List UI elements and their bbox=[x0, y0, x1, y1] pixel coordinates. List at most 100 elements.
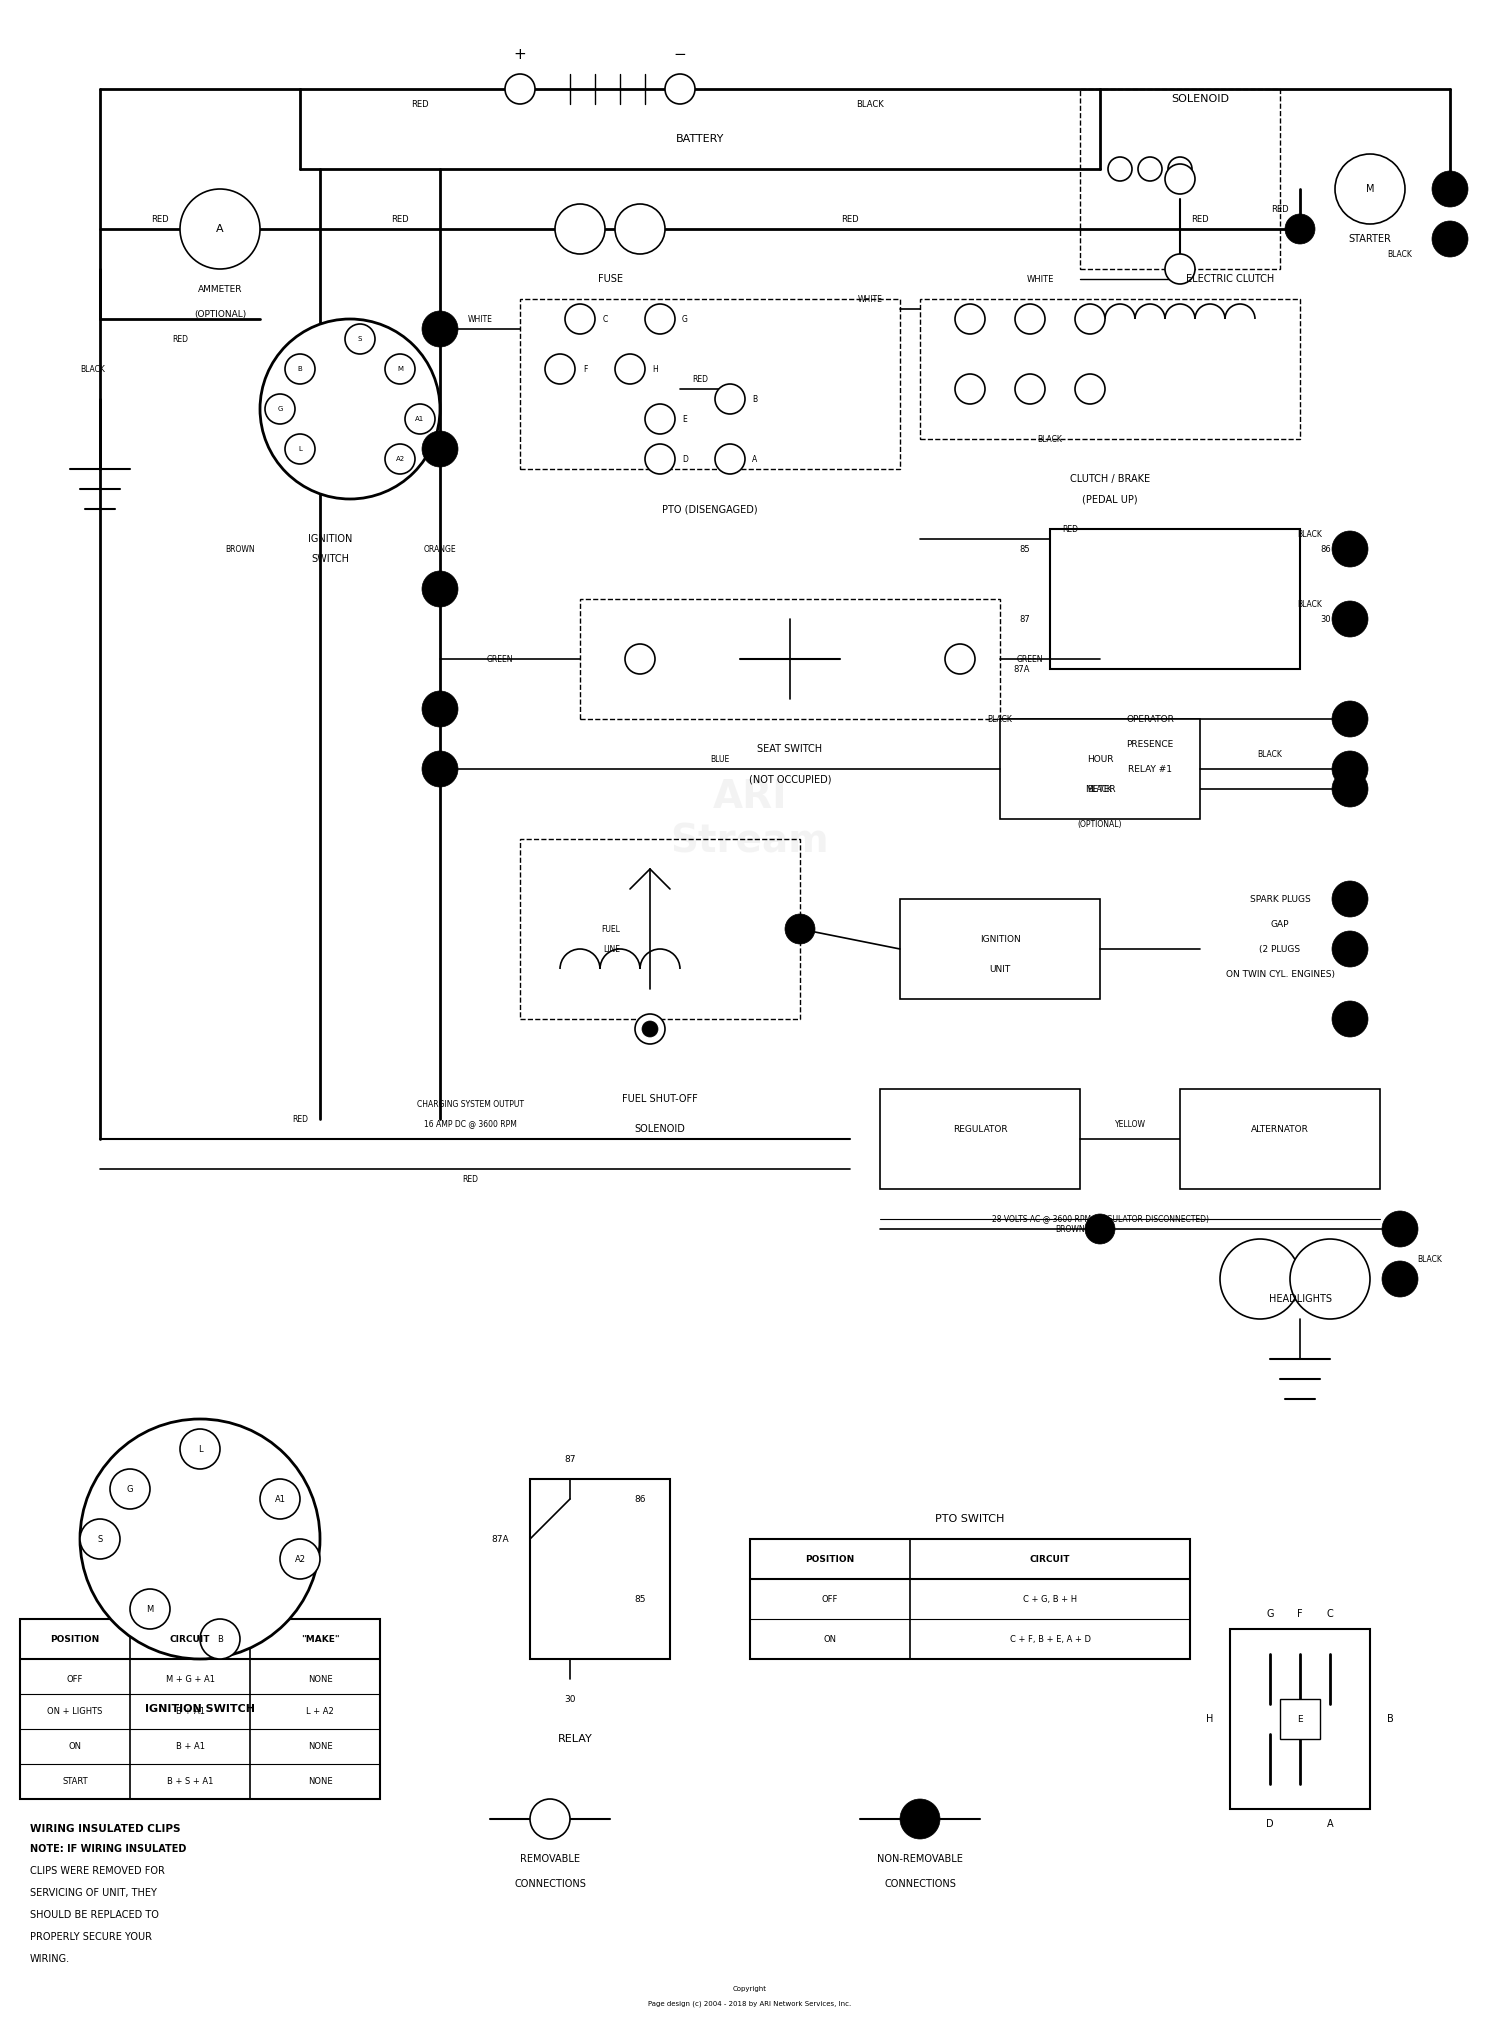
Text: 87A: 87A bbox=[490, 1534, 508, 1543]
Text: 87: 87 bbox=[1020, 614, 1031, 624]
Text: ORANGE: ORANGE bbox=[423, 545, 456, 553]
Text: E: E bbox=[682, 414, 687, 424]
Text: OPERATOR: OPERATOR bbox=[1126, 715, 1174, 723]
Text: 16 AMP DC @ 3600 RPM: 16 AMP DC @ 3600 RPM bbox=[423, 1119, 516, 1129]
Circle shape bbox=[1016, 374, 1046, 404]
Circle shape bbox=[80, 1419, 320, 1660]
Circle shape bbox=[1335, 153, 1406, 224]
Circle shape bbox=[1332, 701, 1368, 737]
Text: D: D bbox=[1266, 1819, 1274, 1829]
Text: RELAY #1: RELAY #1 bbox=[1128, 765, 1172, 773]
Text: 86: 86 bbox=[634, 1494, 646, 1504]
Circle shape bbox=[530, 1799, 570, 1839]
Text: METER: METER bbox=[1084, 785, 1116, 793]
Bar bbox=[1080, 89, 1280, 269]
Text: FUEL SHUT-OFF: FUEL SHUT-OFF bbox=[622, 1094, 698, 1104]
Text: IGNITION: IGNITION bbox=[980, 935, 1020, 943]
Bar bbox=[750, 1538, 1190, 1660]
Text: 85: 85 bbox=[1020, 545, 1031, 553]
Circle shape bbox=[645, 305, 675, 333]
Text: OFF: OFF bbox=[68, 1674, 82, 1684]
Circle shape bbox=[1076, 305, 1106, 333]
Circle shape bbox=[80, 1518, 120, 1559]
Text: ON + LIGHTS: ON + LIGHTS bbox=[48, 1706, 102, 1716]
Text: BLACK: BLACK bbox=[80, 365, 105, 374]
Circle shape bbox=[1220, 1240, 1300, 1318]
Circle shape bbox=[110, 1470, 150, 1508]
Circle shape bbox=[1332, 531, 1368, 567]
Text: GREEN: GREEN bbox=[1017, 654, 1044, 664]
Text: FUSE: FUSE bbox=[597, 275, 622, 285]
Circle shape bbox=[285, 434, 315, 464]
Text: G: G bbox=[682, 315, 688, 323]
Text: M: M bbox=[398, 365, 404, 371]
Circle shape bbox=[1332, 771, 1368, 808]
Text: STARTER: STARTER bbox=[1348, 234, 1392, 244]
Text: M: M bbox=[147, 1605, 153, 1613]
Text: C: C bbox=[603, 315, 608, 323]
Text: +: + bbox=[513, 46, 526, 61]
Text: BROWN: BROWN bbox=[225, 545, 255, 553]
Text: SERVICING OF UNIT, THEY: SERVICING OF UNIT, THEY bbox=[30, 1888, 158, 1898]
Text: BLACK: BLACK bbox=[1298, 529, 1323, 539]
Text: GREEN: GREEN bbox=[486, 654, 513, 664]
Circle shape bbox=[1168, 157, 1192, 182]
Circle shape bbox=[266, 394, 296, 424]
Text: L: L bbox=[298, 446, 302, 452]
Text: H: H bbox=[1206, 1714, 1214, 1724]
Text: 30: 30 bbox=[564, 1694, 576, 1704]
Text: IGNITION SWITCH: IGNITION SWITCH bbox=[146, 1704, 255, 1714]
Text: ALTERNATOR: ALTERNATOR bbox=[1251, 1125, 1310, 1133]
Text: −: − bbox=[674, 46, 687, 61]
Text: 87A: 87A bbox=[1014, 664, 1031, 674]
Circle shape bbox=[130, 1589, 170, 1629]
Text: PTO SWITCH: PTO SWITCH bbox=[936, 1514, 1005, 1524]
Circle shape bbox=[555, 204, 604, 254]
Text: L: L bbox=[198, 1444, 202, 1454]
Text: G: G bbox=[128, 1484, 134, 1494]
Text: NONE: NONE bbox=[308, 1742, 333, 1750]
Text: START: START bbox=[62, 1777, 88, 1787]
Text: FUEL: FUEL bbox=[602, 925, 619, 933]
Text: PTO (DISENGAGED): PTO (DISENGAGED) bbox=[662, 505, 758, 515]
Circle shape bbox=[645, 444, 675, 474]
Text: G: G bbox=[278, 406, 282, 412]
Circle shape bbox=[386, 353, 416, 384]
Circle shape bbox=[200, 1619, 240, 1660]
Text: ON: ON bbox=[824, 1635, 837, 1643]
Text: B: B bbox=[217, 1635, 223, 1643]
Text: RED: RED bbox=[411, 99, 429, 109]
Text: LINE: LINE bbox=[603, 945, 619, 953]
Circle shape bbox=[716, 444, 746, 474]
Circle shape bbox=[285, 353, 315, 384]
Text: BLACK: BLACK bbox=[1257, 749, 1282, 759]
Circle shape bbox=[260, 1480, 300, 1518]
Bar bbox=[580, 600, 1000, 719]
Circle shape bbox=[544, 353, 574, 384]
Circle shape bbox=[506, 75, 536, 105]
Text: WIRING INSULATED CLIPS: WIRING INSULATED CLIPS bbox=[30, 1823, 180, 1833]
Bar bbox=[20, 1619, 380, 1799]
Text: S: S bbox=[358, 335, 362, 341]
Text: WIRING.: WIRING. bbox=[30, 1954, 70, 1964]
Circle shape bbox=[422, 690, 458, 727]
Text: REGULATOR: REGULATOR bbox=[952, 1125, 1008, 1133]
Text: ELECTRIC CLUTCH: ELECTRIC CLUTCH bbox=[1186, 275, 1274, 285]
Text: SOLENOID: SOLENOID bbox=[1172, 95, 1228, 105]
Circle shape bbox=[422, 311, 458, 347]
Circle shape bbox=[1166, 164, 1196, 194]
Text: A: A bbox=[753, 454, 758, 464]
Circle shape bbox=[180, 190, 260, 269]
Bar bbox=[900, 898, 1100, 999]
Text: E: E bbox=[1298, 1714, 1304, 1724]
Text: SWITCH: SWITCH bbox=[310, 553, 350, 563]
Text: POSITION: POSITION bbox=[806, 1555, 855, 1563]
Text: AMMETER: AMMETER bbox=[198, 285, 243, 293]
Text: PROPERLY SECURE YOUR: PROPERLY SECURE YOUR bbox=[30, 1932, 152, 1942]
Bar bbox=[530, 1480, 670, 1660]
Circle shape bbox=[1076, 374, 1106, 404]
Circle shape bbox=[1332, 751, 1368, 787]
Text: C: C bbox=[1326, 1609, 1334, 1619]
Text: YELLOW: YELLOW bbox=[1114, 1119, 1146, 1129]
Text: B + A1: B + A1 bbox=[176, 1706, 204, 1716]
